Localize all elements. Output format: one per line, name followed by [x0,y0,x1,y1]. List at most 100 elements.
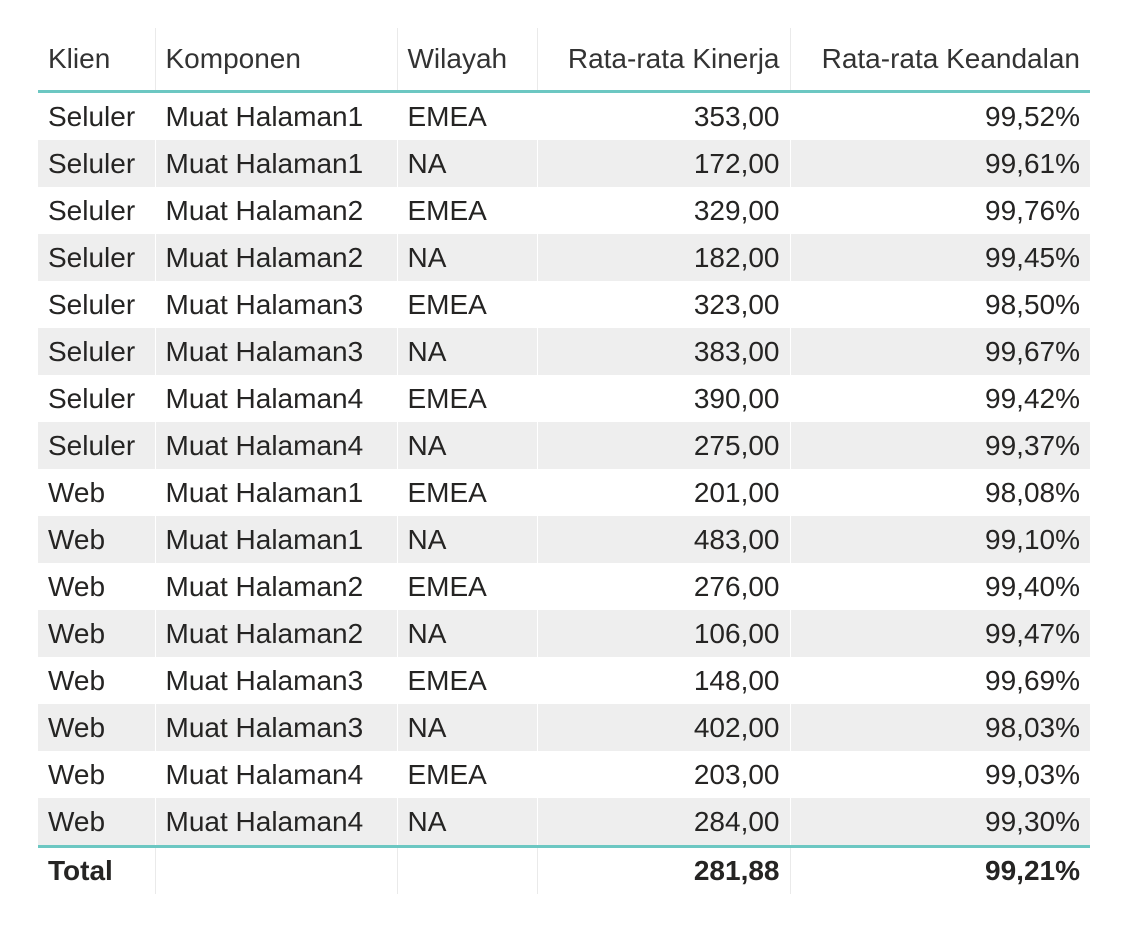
table-cell: 402,00 [537,704,791,751]
table-row: Web Muat Halaman1 EMEA 201,00 98,08% [38,469,1090,516]
table: Klien Komponen Wilayah Rata-rata Kinerja Rat… [38,28,1090,894]
table-cell: 99,45% [790,234,1090,281]
table-cell: Muat Halaman4 [155,375,398,422]
table-row: Web Muat Halaman4 EMEA 203,00 99,03% [38,751,1090,798]
table-cell: 106,00 [537,610,791,657]
table-cell: EMEA [397,563,538,610]
table-cell: EMEA [397,91,538,140]
table-cell: NA [397,140,538,187]
table-row: Seluler Muat Halaman3 NA 383,00 99,67% [38,328,1090,375]
table-cell: 99,30% [790,798,1090,847]
table-cell: 99,42% [985,382,1080,414]
table-cell: 383,00 [537,328,791,375]
total-row: Total 281,88 99,21% [38,845,1090,894]
table-cell: Seluler [38,328,156,375]
table-row: Seluler Muat Halaman1 EMEA 353,00 99,52% [38,91,1090,140]
table-cell: EMEA [397,281,538,328]
column-header: Komponen [155,28,398,93]
table-row: Web Muat Halaman1 NA 483,00 99,10% [38,516,1090,563]
table-visual: Klien Komponen Wilayah Rata-rata Kinerja Rat… [38,28,1090,894]
table-cell: NA [397,234,538,281]
table-cell: NA [397,422,538,469]
table-cell: Web [38,516,156,563]
table-cell: 323,00 [537,281,791,328]
table-cell: NA [397,798,538,847]
table-cell: 99,47% [790,610,1090,657]
table-cell: 98,08% [985,476,1080,508]
total-performance: 281,88 [537,845,791,894]
table-cell: 329,00 [537,187,791,234]
table-cell: Muat Halaman2 [155,610,398,657]
table-row: Web Muat Halaman3 EMEA 148,00 99,69% [38,657,1090,704]
table-footer: Total 281,88 99,21% [38,845,1090,894]
table-cell: Muat Halaman2 [155,563,398,610]
table-cell: Seluler [38,422,156,469]
table-cell: Seluler [38,91,156,140]
column-header: Rata-rata Kinerja [537,28,791,93]
table-cell: Seluler [38,234,156,281]
empty-cell [155,845,398,894]
header-row: Klien Komponen Wilayah Rata-rata Kinerja Rat… [38,28,1090,93]
table-cell: Muat Halaman2 [155,187,398,234]
table-cell: NA [397,704,538,751]
table-cell: Muat Halaman4 [155,798,398,847]
empty-cell [397,845,538,894]
table-cell: 148,00 [537,657,791,704]
table-cell: Web [38,657,156,704]
total-reliability: 99,21% [790,845,1090,894]
table-cell: 203,00 [537,751,791,798]
table-cell: Web [38,610,156,657]
table-row: Seluler Muat Halaman3 EMEA 323,00 98,50% [38,281,1090,328]
table-cell: NA [397,328,538,375]
column-header: Klien [38,28,156,93]
table-row: Web Muat Halaman2 NA 106,00 99,47% [38,610,1090,657]
table-cell: 483,00 [537,516,791,563]
table-cell: EMEA [397,657,538,704]
table-cell: 99,40% [985,570,1080,602]
table-cell: 99,61% [790,140,1090,187]
table-cell: 284,00 [537,798,791,847]
column-header: Wilayah [397,28,538,93]
table-cell: Muat Halaman4 [155,751,398,798]
table-cell: 99,69% [985,664,1080,696]
table-cell: Muat Halaman1 [155,91,398,140]
table-cell: 98,50% [985,288,1080,320]
table-cell: Web [38,704,156,751]
table-cell: 275,00 [537,422,791,469]
table-cell: 390,00 [537,375,791,422]
table-cell: Seluler [38,140,156,187]
total-label: Total [38,845,156,894]
table-row: Seluler Muat Halaman2 NA 182,00 99,45% [38,234,1090,281]
table-cell: Seluler [38,281,156,328]
table-row: Seluler Muat Halaman4 EMEA 390,00 99,42% [38,375,1090,422]
table-cell: EMEA [397,469,538,516]
table-cell: Muat Halaman1 [155,469,398,516]
table-cell: EMEA [397,187,538,234]
table-cell: NA [397,610,538,657]
table-row: Web Muat Halaman2 EMEA 276,00 99,40% [38,563,1090,610]
table-cell: Web [38,563,156,610]
table-cell: Seluler [38,375,156,422]
column-header: Rata-rata Keandalan [790,28,1090,93]
table-cell: 172,00 [537,140,791,187]
table-cell: Muat Halaman1 [155,516,398,563]
table-cell: 98,03% [790,704,1090,751]
table-cell: EMEA [397,375,538,422]
table-cell: 201,00 [537,469,791,516]
table-cell: 99,67% [790,328,1090,375]
table-cell: Muat Halaman3 [155,704,398,751]
table-header: Klien Komponen Wilayah Rata-rata Kinerja Rat… [38,28,1090,93]
table-cell: Muat Halaman3 [155,657,398,704]
table-row: Seluler Muat Halaman4 NA 275,00 99,37% [38,422,1090,469]
table-row: Web Muat Halaman4 NA 284,00 99,30% [38,798,1090,847]
table-row: Seluler Muat Halaman2 EMEA 329,00 99,76% [38,187,1090,234]
table-cell: Muat Halaman4 [155,422,398,469]
table-cell: Web [38,751,156,798]
table-cell: 182,00 [537,234,791,281]
table-cell: 99,03% [985,758,1080,790]
table-cell: 99,52% [985,100,1080,132]
table-cell: 99,76% [985,194,1080,226]
table-body: Seluler Muat Halaman1 EMEA 353,00 99,52% Selu… [38,91,1090,847]
table-cell: 99,37% [790,422,1090,469]
table-row: Web Muat Halaman3 NA 402,00 98,03% [38,704,1090,751]
